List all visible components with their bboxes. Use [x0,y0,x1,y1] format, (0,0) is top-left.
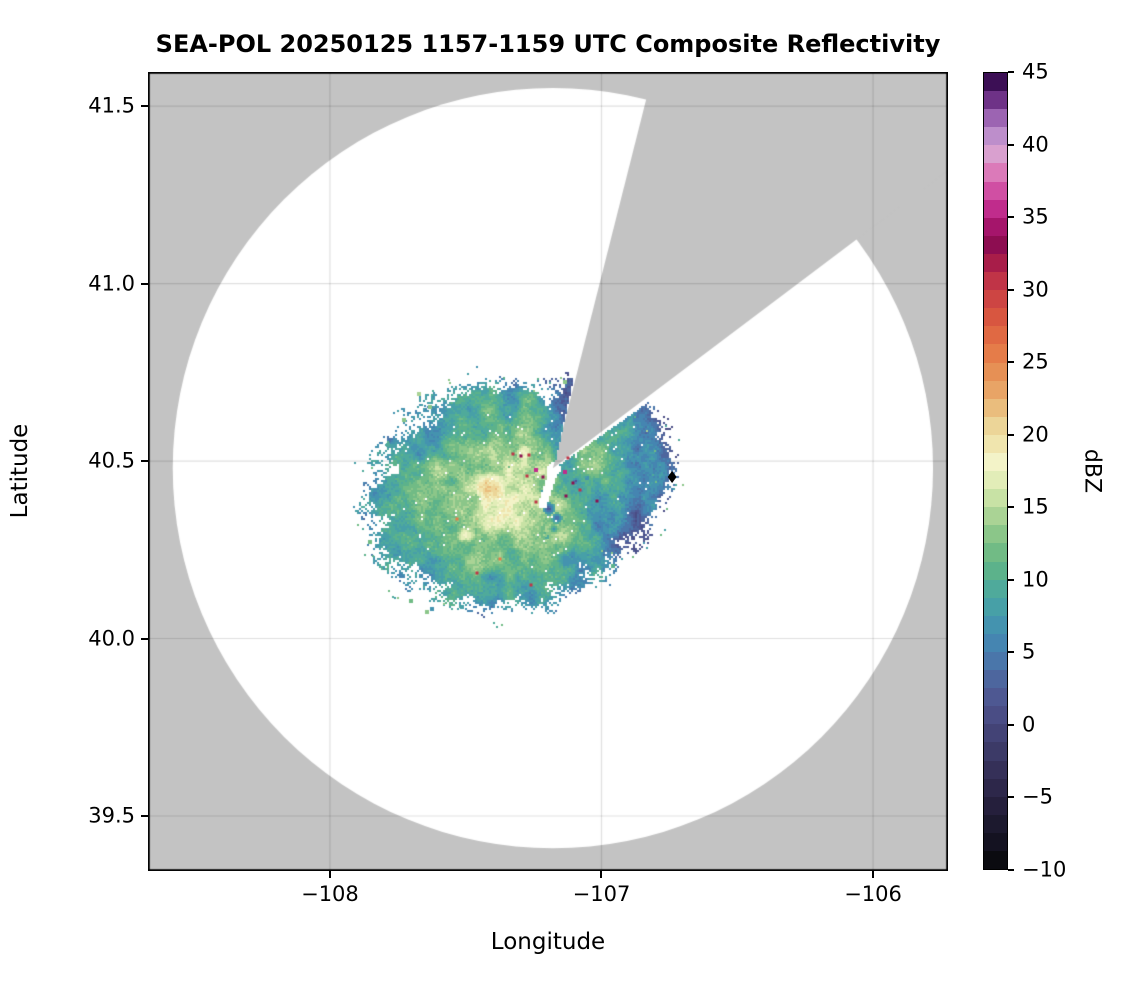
x-tick-mark [600,871,603,878]
radar-map-canvas [148,72,948,871]
colorbar-segment [984,163,1007,182]
colorbar-segment [984,525,1007,544]
colorbar-tick-label: −10 [1022,857,1067,882]
colorbar-segment [984,145,1007,164]
colorbar-segment [984,290,1007,309]
colorbar-tick-label: 30 [1022,277,1049,302]
colorbar-tick-label: 5 [1022,639,1036,664]
colorbar-segment [984,760,1007,779]
colorbar-segment [984,670,1007,689]
site-marker-diamond [667,471,677,483]
colorbar-tick-mark [1008,723,1014,726]
colorbar-segment [984,615,1007,634]
x-tick-label: −107 [572,882,631,906]
colorbar-tick-mark [1008,578,1014,581]
colorbar-segment [984,778,1007,797]
colorbar-segment [984,434,1007,453]
colorbar-segment [984,344,1007,363]
colorbar-tick-mark [1008,506,1014,509]
y-tick-label: 40.0 [88,626,135,650]
colorbar-segment [984,489,1007,508]
colorbar-segment [984,724,1007,743]
colorbar-segment [984,109,1007,128]
colorbar-tick-label: 10 [1022,567,1049,592]
y-tick-label: 41.5 [88,93,135,118]
colorbar-segment [984,181,1007,200]
colorbar-segment [984,91,1007,110]
colorbar-tick-mark [1008,796,1014,799]
y-tick-label: 39.5 [88,803,135,828]
colorbar-segment [984,597,1007,616]
colorbar-segment [984,235,1007,254]
colorbar-segment [984,832,1007,852]
colorbar-segment [984,507,1007,526]
y-tick-mark [141,814,148,817]
colorbar-tick-label: −5 [1022,784,1053,809]
colorbar-segment [984,543,1007,562]
colorbar-segment [984,398,1007,417]
colorbar-segment [984,814,1007,833]
colorbar-segment [984,326,1007,345]
colorbar-tick-mark [1008,651,1014,654]
colorbar-segment [984,742,1007,761]
y-tick-mark [141,282,148,285]
y-tick-mark [141,637,148,640]
colorbar-tick-mark [1008,288,1014,291]
colorbar-segment [984,633,1007,652]
colorbar-segment [984,199,1007,218]
colorbar-tick-label: 0 [1022,712,1036,737]
colorbar-segment [984,688,1007,707]
x-tick-mark [328,871,331,878]
colorbar-tick-mark [1008,869,1014,871]
y-tick-mark [141,460,148,463]
colorbar-segment [984,471,1007,490]
colorbar-tick-label: 40 [1022,132,1049,157]
colorbar-segment [984,73,1007,92]
colorbar-segment [984,706,1007,725]
colorbar-tick-mark [1008,71,1014,73]
colorbar-tick-label: 45 [1022,59,1049,84]
colorbar-segment [984,561,1007,580]
colorbar-tick-label: 35 [1022,204,1049,229]
y-tick-label: 41.0 [88,271,135,296]
colorbar-segment [984,652,1007,671]
colorbar-segment [984,362,1007,381]
x-axis-label: Longitude [490,929,606,955]
colorbar-tick-label: 25 [1022,349,1049,374]
colorbar-tick-mark [1008,433,1014,436]
colorbar-tick-label: 20 [1022,422,1049,447]
colorbar-segment [984,272,1007,291]
colorbar-segment [984,217,1007,236]
y-axis-label: Latitude [7,423,33,519]
colorbar-segment [984,253,1007,273]
x-tick-mark [872,871,875,878]
colorbar-segment [984,308,1007,327]
colorbar-segment [984,416,1007,435]
colorbar-tick-label: 15 [1022,494,1049,519]
colorbar-segment [984,579,1007,598]
colorbar [983,72,1008,870]
colorbar-segment [984,380,1007,399]
chart-title: SEA-POL 20250125 1157-1159 UTC Composite… [155,30,941,58]
colorbar-segment [984,851,1007,870]
colorbar-tick-mark [1008,143,1014,146]
colorbar-segment [984,127,1007,146]
y-tick-mark [141,105,148,108]
colorbar-tick-mark [1008,361,1014,364]
x-tick-label: −108 [301,882,359,906]
x-tick-label: −106 [844,882,902,906]
y-tick-label: 40.5 [88,448,135,473]
colorbar-segment [984,796,1007,815]
colorbar-tick-mark [1008,216,1014,219]
colorbar-label: dBZ [1079,448,1105,494]
colorbar-segment [984,452,1007,472]
